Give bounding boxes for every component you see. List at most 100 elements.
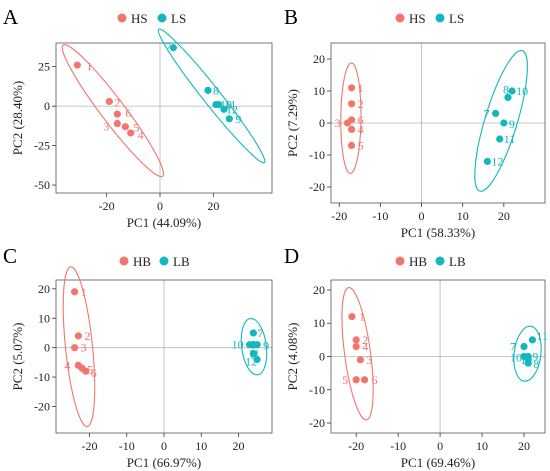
point-label: 4	[138, 128, 144, 142]
y-tick-label: -10	[309, 148, 325, 162]
y-tick-label: -50	[34, 178, 50, 192]
data-point	[253, 341, 261, 349]
legend-marker	[159, 256, 169, 266]
x-tick-label: -20	[82, 439, 98, 453]
data-point	[71, 344, 79, 352]
point-label: 6	[91, 366, 97, 380]
x-tick-label: -20	[331, 209, 347, 223]
data-point	[356, 356, 364, 364]
point-label: 11	[225, 98, 237, 112]
confidence-ellipse	[340, 62, 362, 175]
point-label: 12	[245, 354, 257, 368]
data-point	[348, 312, 356, 321]
legend-marker	[117, 13, 127, 23]
x-tick-label: -10	[372, 209, 388, 223]
y-tick-label: -20	[34, 400, 50, 414]
legend-marker	[435, 13, 445, 23]
legend-label: HB	[133, 254, 151, 269]
data-point	[500, 119, 508, 127]
point-label: 12	[491, 154, 503, 168]
data-point	[82, 367, 90, 375]
point-label: 6	[372, 373, 378, 387]
panel-a: -20 0 20 25 0 -25 -50 PC1 (44.09%) PC2 (28.40%) H…	[10, 11, 273, 230]
x-tick-label: 20	[232, 439, 244, 453]
y-tick-label: 20	[313, 52, 325, 66]
data-point	[347, 125, 356, 133]
legend-label: LS	[171, 11, 186, 26]
x-tick-label: 0	[419, 209, 425, 223]
data-point	[105, 97, 113, 106]
y-tick-label: 10	[313, 84, 325, 98]
data-point	[204, 86, 212, 94]
point-label: 7	[484, 106, 490, 120]
data-point	[74, 332, 82, 340]
data-point	[121, 123, 129, 131]
point-label: 2	[114, 95, 120, 109]
point-label: 9	[509, 117, 515, 131]
x-axis-label: PC1 (58.33%)	[401, 225, 475, 240]
data-point	[492, 109, 500, 117]
data-point	[524, 359, 532, 367]
data-point	[528, 336, 537, 344]
x-tick-label: 10	[195, 439, 207, 453]
confidence-ellipse	[61, 44, 165, 178]
data-point	[508, 87, 516, 95]
point-label: 2	[358, 97, 364, 111]
legend-marker	[119, 256, 129, 266]
point-label: 3	[103, 120, 109, 134]
legend-marker	[395, 256, 405, 266]
panel-letter-c: C	[3, 244, 17, 268]
y-tick-label: 10	[313, 316, 325, 330]
point-label: 12	[226, 102, 238, 116]
point-label: 9	[263, 339, 269, 353]
point-label: 1	[359, 310, 365, 324]
x-tick-label: -20	[348, 439, 364, 453]
x-axis-label: PC1 (66.97%)	[127, 455, 201, 470]
point-label: 10	[510, 351, 522, 365]
data-point	[520, 342, 528, 351]
legend-marker	[395, 13, 405, 23]
legend-label: LS	[449, 11, 464, 26]
data-point	[504, 93, 512, 101]
legend-label: HB	[409, 254, 427, 269]
panel-b: -20 -10 0 10 20 20 10 0 -10 -20 PC1 (58.33%) PC2 (7…	[285, 11, 546, 240]
confidence-ellipse	[513, 325, 542, 382]
legend-marker	[157, 13, 167, 23]
data-point	[352, 336, 360, 344]
y-tick-label: -20	[309, 180, 325, 194]
data-point	[347, 116, 356, 124]
point-label: 8	[503, 82, 509, 96]
point-label: 3	[334, 116, 340, 130]
legend-label: HS	[409, 11, 426, 26]
data-point	[249, 349, 257, 358]
panel-d: -20 -10 0 10 20 20 10 0 -10 -20 PC1 (69.46%) PC2 (4…	[285, 254, 548, 470]
y-tick-label: 0	[319, 116, 325, 130]
point-label: 9	[532, 350, 538, 364]
x-tick-label: 10	[457, 209, 469, 223]
point-label: 5	[358, 138, 364, 152]
confidence-ellipse	[341, 287, 374, 421]
data-point	[347, 84, 356, 92]
point-label: 10	[232, 338, 244, 352]
data-point	[73, 61, 81, 69]
y-tick-label: 0	[319, 350, 325, 364]
confidence-ellipse	[62, 266, 96, 428]
point-label: 11	[536, 329, 548, 343]
y-tick-label: -10	[34, 370, 50, 384]
point-label: 4	[358, 122, 364, 136]
point-label: 8	[213, 83, 219, 97]
panel-letter-b: B	[284, 5, 298, 29]
y-tick-label: 0	[44, 341, 50, 355]
x-tick-label: -10	[119, 439, 135, 453]
data-point	[220, 105, 228, 113]
data-point	[496, 135, 504, 143]
data-point	[225, 115, 233, 123]
y-axis-label: PC2 (28.40%)	[10, 81, 25, 155]
data-point	[113, 119, 121, 128]
data-point	[127, 129, 135, 137]
data-point	[215, 100, 223, 109]
point-label: 8	[250, 338, 256, 352]
point-label: 6	[358, 113, 364, 127]
point-label: 7	[510, 340, 516, 354]
